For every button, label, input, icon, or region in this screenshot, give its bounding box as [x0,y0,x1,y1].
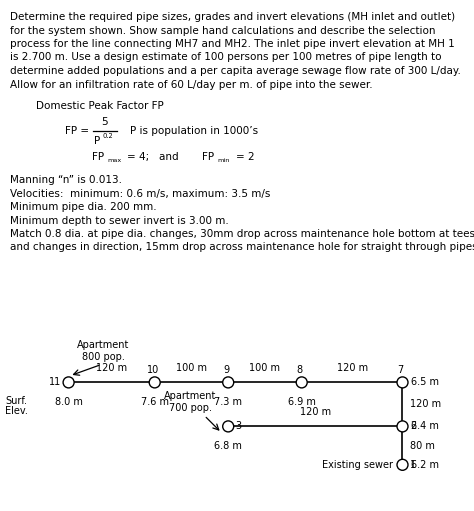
Text: Existing sewer: Existing sewer [322,460,393,470]
Circle shape [296,377,307,388]
Text: Match 0.8 dia. at pipe dia. changes, 30mm drop across maintenance hole bottom at: Match 0.8 dia. at pipe dia. changes, 30m… [10,229,474,239]
Text: determine added populations and a per capita average sewage flow rate of 300 L/d: determine added populations and a per ca… [10,66,461,76]
Text: 8: 8 [297,365,303,375]
Text: Apartment: Apartment [77,340,130,351]
Text: FP =: FP = [65,126,89,136]
Text: and changes in direction, 15mm drop across maintenance hole for straight through: and changes in direction, 15mm drop acro… [10,243,474,252]
Circle shape [397,377,408,388]
Text: P: P [94,136,100,146]
Circle shape [223,421,234,432]
Text: 7.3 m: 7.3 m [214,397,242,407]
Text: 6.4 m: 6.4 m [411,422,439,431]
Text: P is population in 1000’s: P is population in 1000’s [130,126,258,136]
Text: 800 pop.: 800 pop. [82,353,125,362]
Text: Surf.: Surf. [5,397,27,406]
Text: 7: 7 [397,365,404,375]
Text: = 2: = 2 [236,152,255,162]
Text: max: max [107,158,121,164]
Text: 80 m: 80 m [410,440,436,451]
Text: Minimum depth to sewer invert is 3.00 m.: Minimum depth to sewer invert is 3.00 m. [10,216,229,225]
Text: Determine the required pipe sizes, grades and invert elevations (MH inlet and ou: Determine the required pipe sizes, grade… [10,12,455,22]
Text: 700 pop.: 700 pop. [169,403,212,413]
Text: 7.6 m: 7.6 m [141,397,169,407]
Text: 11: 11 [49,378,61,387]
Text: Apartment: Apartment [164,391,217,402]
Text: 120 m: 120 m [410,400,442,409]
Circle shape [397,459,408,470]
Circle shape [149,377,160,388]
Text: 2: 2 [410,422,416,431]
Text: 3: 3 [236,422,242,431]
Text: for the system shown. Show sample hand calculations and describe the selection: for the system shown. Show sample hand c… [10,26,436,35]
Text: 8.0 m: 8.0 m [55,397,82,407]
Text: 5: 5 [102,117,109,127]
Text: 120 m: 120 m [300,407,331,417]
Text: process for the line connecting MH7 and MH2. The inlet pipe invert elevation at : process for the line connecting MH7 and … [10,39,455,49]
Text: Velocities:  minimum: 0.6 m/s, maximum: 3.5 m/s: Velocities: minimum: 0.6 m/s, maximum: 3… [10,189,270,198]
Circle shape [63,377,74,388]
Text: 100 m: 100 m [249,363,281,373]
Text: 6.9 m: 6.9 m [288,397,316,407]
Text: min: min [217,158,229,164]
Text: = 4;   and: = 4; and [127,152,179,162]
Text: 6.8 m: 6.8 m [214,441,242,451]
Text: FP: FP [202,152,214,162]
Text: FP: FP [92,152,104,162]
Text: 120 m: 120 m [337,363,368,373]
Text: Manning “n” is 0.013.: Manning “n” is 0.013. [10,175,122,185]
Text: Minimum pipe dia. 200 mm.: Minimum pipe dia. 200 mm. [10,202,156,212]
Text: 6.5 m: 6.5 m [411,378,439,387]
Text: 9: 9 [223,365,229,375]
Text: Allow for an infiltration rate of 60 L/day per m. of pipe into the sewer.: Allow for an infiltration rate of 60 L/d… [10,80,373,89]
Circle shape [397,421,408,432]
Text: 10: 10 [146,365,159,375]
Text: is 2.700 m. Use a design estimate of 100 persons per 100 metres of pipe length t: is 2.700 m. Use a design estimate of 100… [10,53,441,62]
Text: 100 m: 100 m [176,363,207,373]
Text: 1: 1 [410,460,416,470]
Text: Domestic Peak Factor FP: Domestic Peak Factor FP [36,101,164,111]
Text: 120 m: 120 m [96,363,127,373]
Text: Elev.: Elev. [5,406,28,416]
Text: 0.2: 0.2 [103,133,114,139]
Circle shape [223,377,234,388]
Text: 6.2 m: 6.2 m [411,460,439,470]
